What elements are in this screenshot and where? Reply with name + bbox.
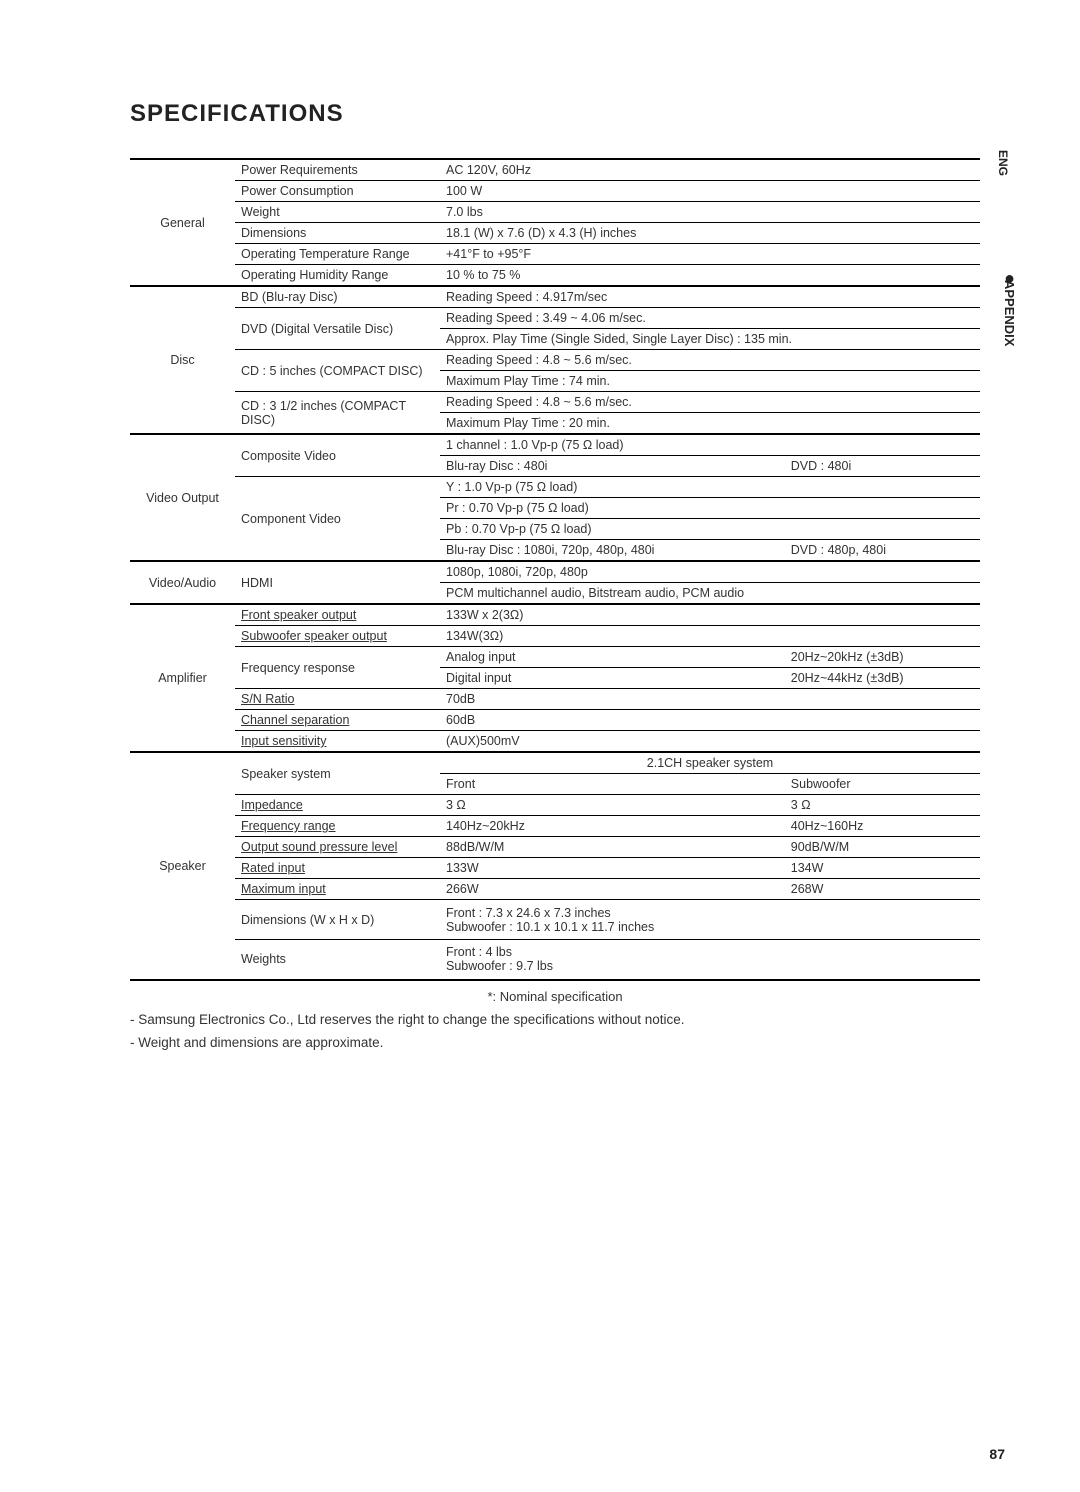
lbl: Impedance — [235, 795, 440, 816]
lbl: Speaker system — [235, 752, 440, 795]
val: Front : 4 lbsSubwoofer : 9.7 lbs — [440, 940, 980, 980]
lbl: Dimensions — [235, 223, 440, 244]
val: 88dB/W/M — [440, 837, 785, 858]
val: 134W(3Ω) — [440, 626, 980, 647]
lbl: Dimensions (W x H x D) — [235, 900, 440, 940]
val: 1 channel : 1.0 Vp-p (75 Ω load) — [440, 434, 980, 456]
val: Reading Speed : 3.49 ~ 4.06 m/sec. — [440, 308, 980, 329]
lbl: S/N Ratio — [235, 689, 440, 710]
lbl: Subwoofer speaker output — [235, 626, 440, 647]
val: 18.1 (W) x 7.6 (D) x 4.3 (H) inches — [440, 223, 980, 244]
lbl: Composite Video — [235, 434, 440, 477]
val: 133W x 2(3Ω) — [440, 604, 980, 626]
val: PCM multichannel audio, Bitstream audio,… — [440, 583, 980, 605]
val: 90dB/W/M — [785, 837, 980, 858]
lbl: Component Video — [235, 477, 440, 562]
val: Approx. Play Time (Single Sided, Single … — [440, 329, 980, 350]
val: 266W — [440, 879, 785, 900]
val: 20Hz~20kHz (±3dB) — [785, 647, 980, 668]
val: 10 % to 75 % — [440, 265, 980, 287]
lbl: Channel separation — [235, 710, 440, 731]
val: 7.0 lbs — [440, 202, 980, 223]
val: 60dB — [440, 710, 980, 731]
lbl: Power Requirements — [235, 159, 440, 181]
val: Front — [440, 774, 785, 795]
lbl: CD : 3 1/2 inches (COMPACT DISC) — [235, 392, 440, 435]
val: 2.1CH speaker system — [440, 752, 980, 774]
appendix-label: APPENDIX — [1002, 280, 1017, 346]
val: 3 Ω — [785, 795, 980, 816]
footnote: *: Nominal specification — [130, 989, 980, 1004]
val: Y : 1.0 Vp-p (75 Ω load) — [440, 477, 980, 498]
lbl: Frequency range — [235, 816, 440, 837]
lbl: DVD (Digital Versatile Disc) — [235, 308, 440, 350]
val: 20Hz~44kHz (±3dB) — [785, 668, 980, 689]
lbl: BD (Blu-ray Disc) — [235, 286, 440, 308]
cat-video-audio: Video/Audio — [130, 561, 235, 604]
val: 70dB — [440, 689, 980, 710]
val: Reading Speed : 4.917m/sec — [440, 286, 980, 308]
val: Maximum Play Time : 20 min. — [440, 413, 980, 435]
val: 134W — [785, 858, 980, 879]
specifications-table: General Power Requirements AC 120V, 60Hz… — [130, 158, 980, 981]
val: DVD : 480i — [785, 456, 980, 477]
val: Reading Speed : 4.8 ~ 5.6 m/sec. — [440, 392, 980, 413]
lbl: Front speaker output — [235, 604, 440, 626]
lbl: Operating Humidity Range — [235, 265, 440, 287]
note-1: - Samsung Electronics Co., Ltd reserves … — [130, 1012, 980, 1027]
lbl: Weight — [235, 202, 440, 223]
val: 3 Ω — [440, 795, 785, 816]
lbl: Maximum input — [235, 879, 440, 900]
val: Reading Speed : 4.8 ~ 5.6 m/sec. — [440, 350, 980, 371]
note-2: - Weight and dimensions are approximate. — [130, 1035, 980, 1050]
val: 40Hz~160Hz — [785, 816, 980, 837]
val: 1080p, 1080i, 720p, 480p — [440, 561, 980, 583]
val: Pr : 0.70 Vp-p (75 Ω load) — [440, 498, 980, 519]
val: Subwoofer — [785, 774, 980, 795]
val: Digital input — [440, 668, 785, 689]
val: 140Hz~20kHz — [440, 816, 785, 837]
lbl: Input sensitivity — [235, 731, 440, 753]
lbl: Weights — [235, 940, 440, 980]
lbl: Frequency response — [235, 647, 440, 689]
cat-speaker: Speaker — [130, 752, 235, 980]
lbl: HDMI — [235, 561, 440, 604]
lbl: Rated input — [235, 858, 440, 879]
val: 268W — [785, 879, 980, 900]
lbl: Output sound pressure level — [235, 837, 440, 858]
val: AC 120V, 60Hz — [440, 159, 980, 181]
val: 100 W — [440, 181, 980, 202]
val: (AUX)500mV — [440, 731, 980, 753]
val: Front : 7.3 x 24.6 x 7.3 inchesSubwoofer… — [440, 900, 980, 940]
lang-label: ENG — [996, 150, 1010, 176]
page-title: SPECIFICATIONS — [130, 100, 980, 128]
lbl: Power Consumption — [235, 181, 440, 202]
val: Blu-ray Disc : 1080i, 720p, 480p, 480i — [440, 540, 785, 562]
cat-general: General — [130, 159, 235, 286]
cat-amplifier: Amplifier — [130, 604, 235, 752]
page-number: 87 — [989, 1446, 1005, 1462]
val: Blu-ray Disc : 480i — [440, 456, 785, 477]
lbl: CD : 5 inches (COMPACT DISC) — [235, 350, 440, 392]
val: 133W — [440, 858, 785, 879]
lbl: Operating Temperature Range — [235, 244, 440, 265]
val: Pb : 0.70 Vp-p (75 Ω load) — [440, 519, 980, 540]
val: Analog input — [440, 647, 785, 668]
cat-video-output: Video Output — [130, 434, 235, 561]
val: Maximum Play Time : 74 min. — [440, 371, 980, 392]
val: +41°F to +95°F — [440, 244, 980, 265]
cat-disc: Disc — [130, 286, 235, 434]
val: DVD : 480p, 480i — [785, 540, 980, 562]
